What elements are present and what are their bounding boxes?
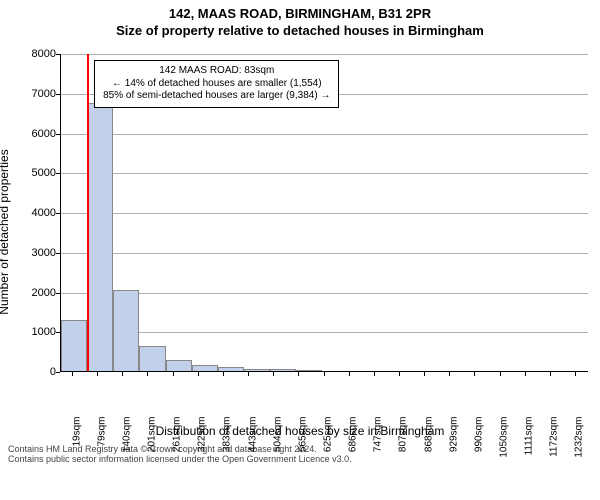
chart-title-main: 142, MAAS ROAD, BIRMINGHAM, B31 2PR	[0, 0, 600, 21]
histogram-bar	[192, 365, 218, 371]
x-tick-label: 868sqm	[423, 417, 434, 453]
x-tick-mark	[298, 372, 299, 376]
x-tick-label: 201sqm	[146, 417, 157, 453]
plot-column: 142 MAAS ROAD: 83sqm ← 14% of detached h…	[60, 42, 588, 422]
x-tick-label: 19sqm	[71, 417, 82, 447]
x-tick-mark	[449, 372, 450, 376]
histogram-bar	[139, 346, 165, 371]
histogram-bar	[244, 369, 270, 371]
y-tick-label: 1000	[32, 326, 56, 338]
x-tick-label: 261sqm	[172, 417, 183, 453]
x-tick-mark	[173, 372, 174, 376]
annotation-box: 142 MAAS ROAD: 83sqm ← 14% of detached h…	[94, 60, 339, 108]
plot-area: 142 MAAS ROAD: 83sqm ← 14% of detached h…	[60, 54, 588, 372]
x-tick-mark	[500, 372, 501, 376]
x-tick-label: 990sqm	[473, 417, 484, 453]
annotation-line-1: 142 MAAS ROAD: 83sqm	[103, 65, 330, 78]
x-tick-mark	[122, 372, 123, 376]
x-tick-label: 79sqm	[96, 417, 107, 447]
x-tick-mark	[474, 372, 475, 376]
y-tick-label: 5000	[32, 167, 56, 179]
histogram-bar	[166, 360, 192, 371]
y-tick-label: 7000	[32, 88, 56, 100]
x-tick-label: 1050sqm	[499, 417, 510, 458]
x-tick-mark	[550, 372, 551, 376]
x-tick-label: 504sqm	[272, 417, 283, 453]
x-tick-mark	[273, 372, 274, 376]
x-tick-mark	[575, 372, 576, 376]
histogram-bar	[296, 370, 322, 371]
x-tick-label: 1111sqm	[524, 417, 535, 456]
x-tick-mark	[399, 372, 400, 376]
y-tick-label: 3000	[32, 247, 56, 259]
x-tick-label: 807sqm	[398, 417, 409, 453]
x-tick-label: 625sqm	[323, 417, 334, 453]
yticks-column: 010002000300040005000600070008000	[24, 42, 60, 422]
x-tick-mark	[198, 372, 199, 376]
annotation-line-2: ← 14% of detached houses are smaller (1,…	[103, 78, 330, 91]
y-tick-label: 4000	[32, 207, 56, 219]
y-tick-label: 2000	[32, 287, 56, 299]
histogram-bar	[113, 290, 139, 371]
ylabel-column: Number of detached properties	[0, 42, 24, 422]
x-tick-label: 1172sqm	[549, 417, 560, 457]
x-tick-label: 747sqm	[373, 417, 384, 453]
x-tick-label: 443sqm	[247, 417, 258, 453]
x-tick-mark	[525, 372, 526, 376]
x-tick-mark	[324, 372, 325, 376]
x-tick-mark	[97, 372, 98, 376]
x-tick-label: 565sqm	[297, 417, 308, 453]
x-tick-mark	[72, 372, 73, 376]
histogram-bar	[61, 320, 87, 371]
y-tick-label: 6000	[32, 128, 56, 140]
footer-line-2: Contains public sector information licen…	[0, 454, 600, 468]
chart-container: 142, MAAS ROAD, BIRMINGHAM, B31 2PR Size…	[0, 0, 600, 500]
x-tick-mark	[223, 372, 224, 376]
property-marker	[87, 54, 89, 371]
x-tick-label: 383sqm	[222, 417, 233, 453]
y-axis-label: Number of detached properties	[0, 149, 11, 314]
x-tick-mark	[349, 372, 350, 376]
x-tick-mark	[374, 372, 375, 376]
x-tick-label: 322sqm	[197, 417, 208, 453]
annotation-line-3: 85% of semi-detached houses are larger (…	[103, 90, 330, 103]
x-tick-mark	[147, 372, 148, 376]
x-tick-mark	[424, 372, 425, 376]
chart-row: Number of detached properties 0100020003…	[0, 42, 600, 422]
x-tick-label: 140sqm	[121, 417, 132, 453]
x-tick-label: 1232sqm	[574, 417, 585, 458]
histogram-bar	[270, 369, 296, 371]
x-tick-mark	[248, 372, 249, 376]
x-tick-label: 929sqm	[448, 417, 459, 453]
y-tick-label: 8000	[32, 48, 56, 60]
histogram-bar	[218, 367, 244, 371]
x-tick-label: 686sqm	[348, 417, 359, 453]
chart-title-sub: Size of property relative to detached ho…	[0, 21, 600, 42]
xticks-area: 19sqm79sqm140sqm201sqm261sqm322sqm383sqm…	[60, 372, 588, 422]
histogram-bar	[87, 103, 113, 371]
